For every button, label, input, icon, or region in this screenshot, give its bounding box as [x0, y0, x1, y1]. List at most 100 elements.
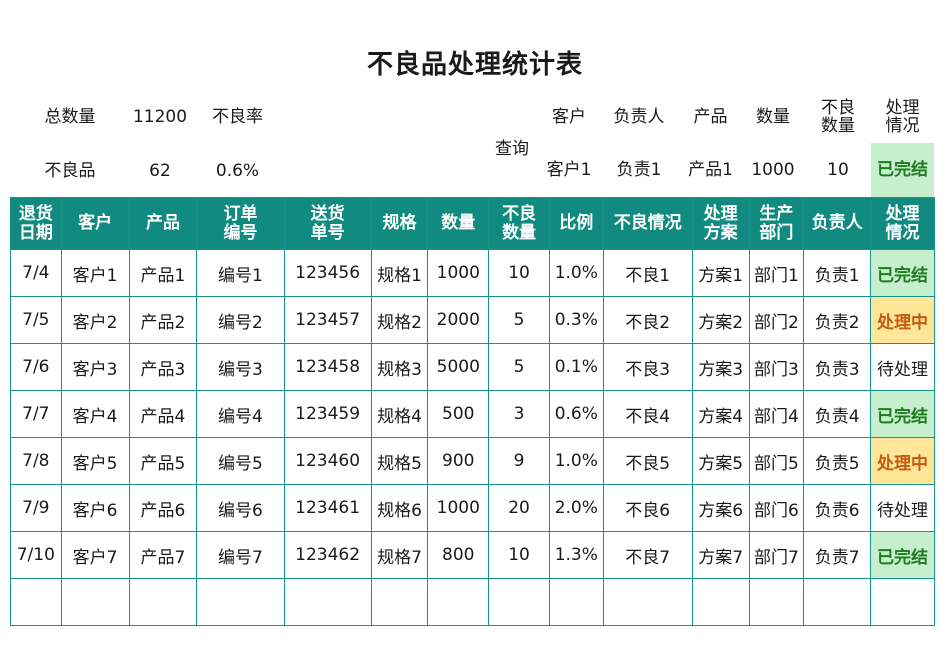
query-value-1[interactable]: 负责1: [616, 160, 662, 180]
table-cell[interactable]: [548, 578, 604, 626]
status-cell[interactable]: 处理中: [870, 437, 935, 485]
table-cell[interactable]: 123457: [283, 296, 372, 344]
table-cell[interactable]: 规格7: [370, 531, 429, 579]
table-cell[interactable]: 编号7: [196, 531, 285, 579]
table-cell[interactable]: 7/9: [10, 484, 62, 532]
table-cell[interactable]: 规格6: [370, 484, 429, 532]
table-cell[interactable]: 编号4: [196, 390, 285, 438]
table-cell[interactable]: 7/6: [10, 343, 62, 391]
table-cell[interactable]: 负责3: [803, 343, 872, 391]
status-cell[interactable]: 处理中: [870, 296, 935, 344]
table-cell[interactable]: 不良3: [602, 343, 693, 391]
table-cell[interactable]: 客户4: [60, 390, 130, 438]
table-cell[interactable]: 5: [488, 296, 550, 344]
table-cell[interactable]: 123458: [283, 343, 372, 391]
table-cell[interactable]: 7/4: [10, 249, 62, 297]
table-cell[interactable]: [748, 578, 805, 626]
table-cell[interactable]: 0.3%: [548, 296, 604, 344]
table-cell[interactable]: 1.0%: [548, 249, 604, 297]
table-cell[interactable]: 500: [427, 390, 490, 438]
table-cell[interactable]: 负责6: [803, 484, 872, 532]
status-cell[interactable]: 已完结: [870, 531, 935, 579]
status-cell[interactable]: [870, 578, 935, 626]
table-cell[interactable]: 产品1: [128, 249, 198, 297]
table-cell[interactable]: 规格2: [370, 296, 429, 344]
table-cell[interactable]: 编号6: [196, 484, 285, 532]
table-cell[interactable]: 123462: [283, 531, 372, 579]
table-cell[interactable]: 方案7: [691, 531, 750, 579]
query-value-0[interactable]: 客户1: [546, 160, 592, 180]
table-cell[interactable]: [602, 578, 693, 626]
status-cell[interactable]: 待处理: [870, 343, 935, 391]
table-cell[interactable]: 800: [427, 531, 490, 579]
table-cell[interactable]: 客户2: [60, 296, 130, 344]
status-cell[interactable]: 待处理: [870, 484, 935, 532]
query-value-3[interactable]: 1000: [751, 160, 795, 180]
table-cell[interactable]: 1000: [427, 484, 490, 532]
table-cell[interactable]: 123459: [283, 390, 372, 438]
table-cell[interactable]: 客户7: [60, 531, 130, 579]
table-cell[interactable]: 0.1%: [548, 343, 604, 391]
table-cell[interactable]: 方案5: [691, 437, 750, 485]
table-cell[interactable]: 5000: [427, 343, 490, 391]
table-cell[interactable]: 产品4: [128, 390, 198, 438]
status-cell[interactable]: 已完结: [870, 390, 935, 438]
table-cell[interactable]: 部门4: [748, 390, 805, 438]
table-cell[interactable]: 3: [488, 390, 550, 438]
table-cell[interactable]: 产品6: [128, 484, 198, 532]
table-cell[interactable]: 部门3: [748, 343, 805, 391]
table-cell[interactable]: [803, 578, 872, 626]
table-cell[interactable]: 20: [488, 484, 550, 532]
table-cell[interactable]: 不良7: [602, 531, 693, 579]
table-cell[interactable]: 7/8: [10, 437, 62, 485]
query-value-5[interactable]: 已完结: [871, 143, 934, 197]
table-cell[interactable]: 1.0%: [548, 437, 604, 485]
query-value-2[interactable]: 产品1: [688, 160, 733, 180]
table-cell[interactable]: 不良2: [602, 296, 693, 344]
table-cell[interactable]: 5: [488, 343, 550, 391]
table-cell[interactable]: 不良5: [602, 437, 693, 485]
table-cell[interactable]: [488, 578, 550, 626]
table-cell[interactable]: 规格5: [370, 437, 429, 485]
table-cell[interactable]: 客户6: [60, 484, 130, 532]
table-cell[interactable]: 编号1: [196, 249, 285, 297]
table-cell[interactable]: 7/7: [10, 390, 62, 438]
table-cell[interactable]: 方案4: [691, 390, 750, 438]
table-cell[interactable]: 负责7: [803, 531, 872, 579]
table-cell[interactable]: 部门7: [748, 531, 805, 579]
table-cell[interactable]: 10: [488, 249, 550, 297]
table-cell[interactable]: 方案6: [691, 484, 750, 532]
table-cell[interactable]: [691, 578, 750, 626]
table-cell[interactable]: 负责2: [803, 296, 872, 344]
table-cell[interactable]: 10: [488, 531, 550, 579]
table-cell[interactable]: 方案1: [691, 249, 750, 297]
table-cell[interactable]: 部门2: [748, 296, 805, 344]
table-cell[interactable]: [60, 578, 130, 626]
table-cell[interactable]: 不良4: [602, 390, 693, 438]
table-cell[interactable]: [128, 578, 198, 626]
table-cell[interactable]: [10, 578, 62, 626]
table-cell[interactable]: 7/10: [10, 531, 62, 579]
table-cell[interactable]: 123460: [283, 437, 372, 485]
table-cell[interactable]: 0.6%: [548, 390, 604, 438]
table-cell[interactable]: 产品5: [128, 437, 198, 485]
table-cell[interactable]: 方案3: [691, 343, 750, 391]
table-cell[interactable]: 2000: [427, 296, 490, 344]
table-cell[interactable]: 方案2: [691, 296, 750, 344]
table-cell[interactable]: 2.0%: [548, 484, 604, 532]
table-cell[interactable]: 编号2: [196, 296, 285, 344]
table-cell[interactable]: 部门6: [748, 484, 805, 532]
table-cell[interactable]: [196, 578, 285, 626]
table-cell[interactable]: 客户5: [60, 437, 130, 485]
table-cell[interactable]: 负责5: [803, 437, 872, 485]
table-cell[interactable]: 900: [427, 437, 490, 485]
table-cell[interactable]: 产品3: [128, 343, 198, 391]
table-cell[interactable]: 规格4: [370, 390, 429, 438]
table-cell[interactable]: 7/5: [10, 296, 62, 344]
table-cell[interactable]: 产品2: [128, 296, 198, 344]
table-cell[interactable]: 1.3%: [548, 531, 604, 579]
table-cell[interactable]: 9: [488, 437, 550, 485]
query-value-4[interactable]: 10: [827, 160, 849, 180]
table-cell[interactable]: 部门5: [748, 437, 805, 485]
table-cell[interactable]: 编号3: [196, 343, 285, 391]
